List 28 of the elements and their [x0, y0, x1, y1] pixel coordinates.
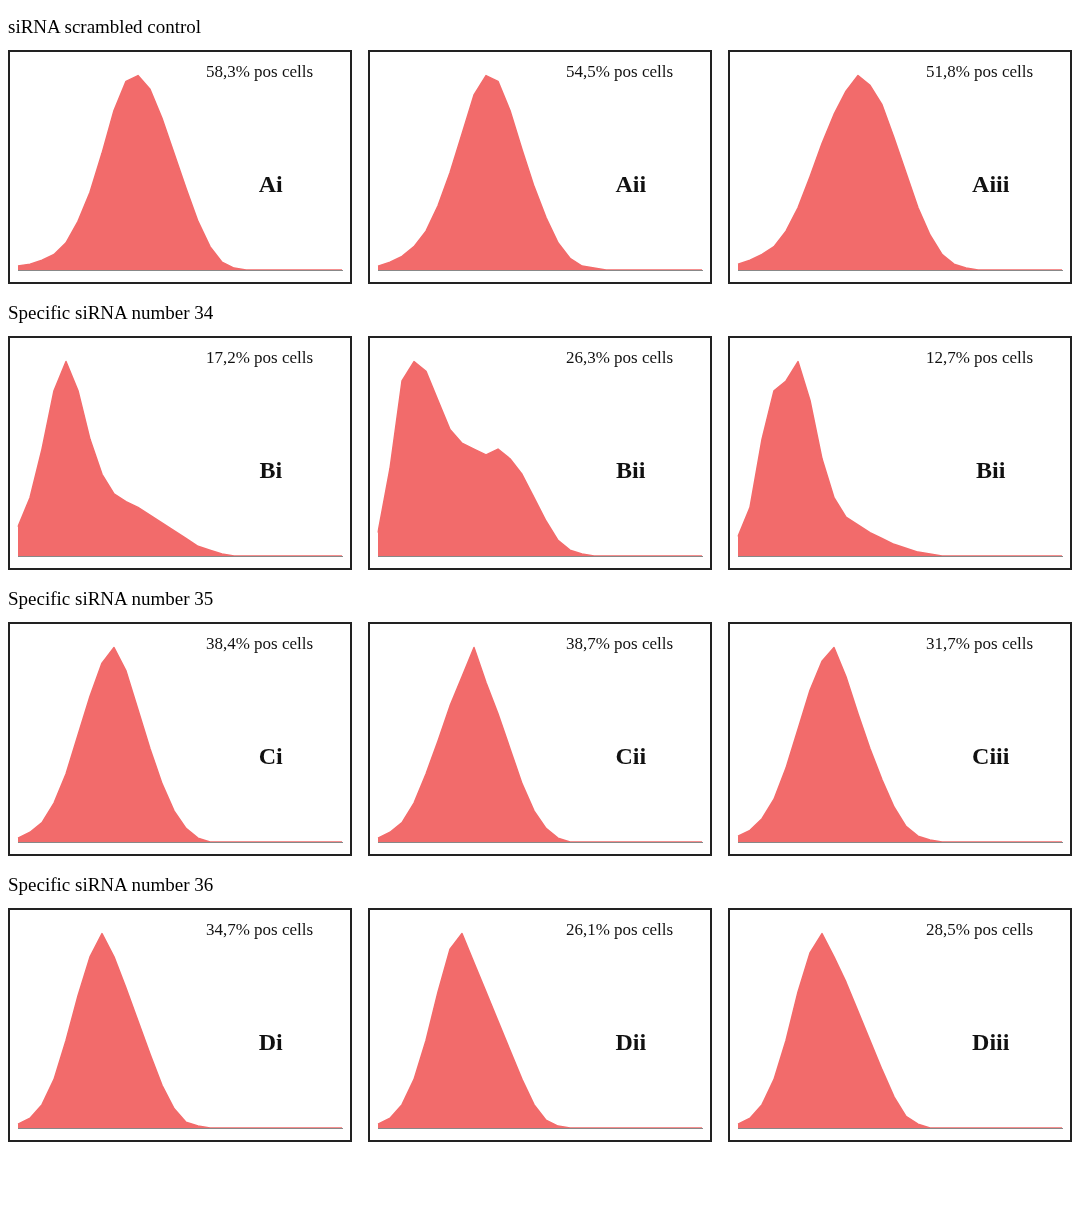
annotation: 54,5% pos cells	[565, 61, 674, 81]
annotation: Bii	[616, 457, 646, 484]
annotation: 26,3% pos cells	[565, 347, 674, 367]
annotation: Di	[258, 1029, 284, 1056]
chart-title: Specific siRNA number 34	[8, 301, 215, 325]
annotation: Bii	[976, 457, 1006, 484]
annotation: 51,8% pos cells	[925, 61, 1034, 81]
annotation: Aiii	[972, 171, 1010, 198]
chart-title: Specific siRNA number 36	[8, 873, 215, 897]
annotation: 34,7% pos cells	[205, 919, 314, 939]
annotation: Cii	[615, 743, 647, 770]
annotation: 31,7% pos cells	[925, 633, 1034, 653]
annotation: 28,5% pos cells	[925, 919, 1034, 939]
chart-title: siRNA scrambled control	[8, 15, 203, 39]
annotation: Bi	[259, 457, 283, 484]
annotation: 26,1% pos cells	[565, 919, 674, 939]
chart-title: Specific siRNA number 35	[8, 587, 215, 611]
annotation: 58,3% pos cells	[205, 61, 314, 81]
annotation: 12,7% pos cells	[925, 347, 1034, 367]
annotation: Dii	[615, 1029, 647, 1056]
annotation: Ci	[258, 743, 284, 770]
annotation: 17,2% pos cells	[205, 347, 314, 367]
annotation: 38,4% pos cells	[205, 633, 314, 653]
annotation: Diii	[972, 1029, 1010, 1056]
annotation: Ai	[258, 171, 284, 198]
annotation: Aii	[615, 171, 647, 198]
annotation: 38,7% pos cells	[565, 633, 674, 653]
annotation: Ciii	[972, 743, 1010, 770]
